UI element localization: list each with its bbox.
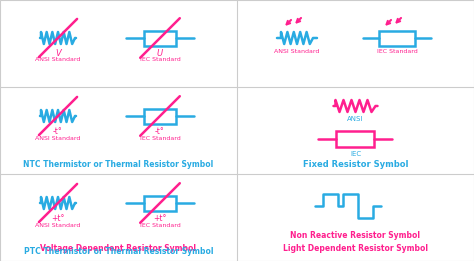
Text: Non Reactive Resistor Symbol: Non Reactive Resistor Symbol (291, 231, 420, 240)
Text: -t°: -t° (155, 127, 165, 136)
Text: IEC Standard: IEC Standard (377, 49, 418, 54)
Bar (144, 31, 176, 45)
Text: ANSI Standard: ANSI Standard (35, 136, 81, 141)
Text: ANSI Standard: ANSI Standard (35, 223, 81, 228)
Text: +t°: +t° (51, 214, 64, 223)
Bar (337, 131, 374, 147)
Text: V: V (55, 49, 61, 58)
Text: IEC Standard: IEC Standard (140, 136, 181, 141)
Text: IEC: IEC (350, 151, 361, 157)
Text: IEC Standard: IEC Standard (140, 223, 181, 228)
Text: ANSI: ANSI (347, 116, 364, 122)
Bar (144, 195, 176, 211)
Text: Light Dependent Resistor Symbol: Light Dependent Resistor Symbol (283, 244, 428, 253)
Bar (379, 31, 415, 45)
Text: Fixed Resistor Symbol: Fixed Resistor Symbol (303, 160, 408, 169)
Text: -t°: -t° (53, 127, 63, 136)
Text: U: U (157, 49, 163, 58)
Bar (144, 109, 176, 123)
Text: PTC Thermistor or Thermal Resistor Symbol: PTC Thermistor or Thermal Resistor Symbo… (24, 247, 213, 256)
Text: ANSI Standard: ANSI Standard (274, 49, 319, 54)
Text: +t°: +t° (153, 214, 167, 223)
Text: NTC Thermistor or Thermal Resistor Symbol: NTC Thermistor or Thermal Resistor Symbo… (23, 160, 214, 169)
Text: ANSI Standard: ANSI Standard (35, 57, 81, 62)
Text: Voltage Dependent Resistor Symbol: Voltage Dependent Resistor Symbol (40, 244, 197, 253)
Text: IEC Standard: IEC Standard (140, 57, 181, 62)
